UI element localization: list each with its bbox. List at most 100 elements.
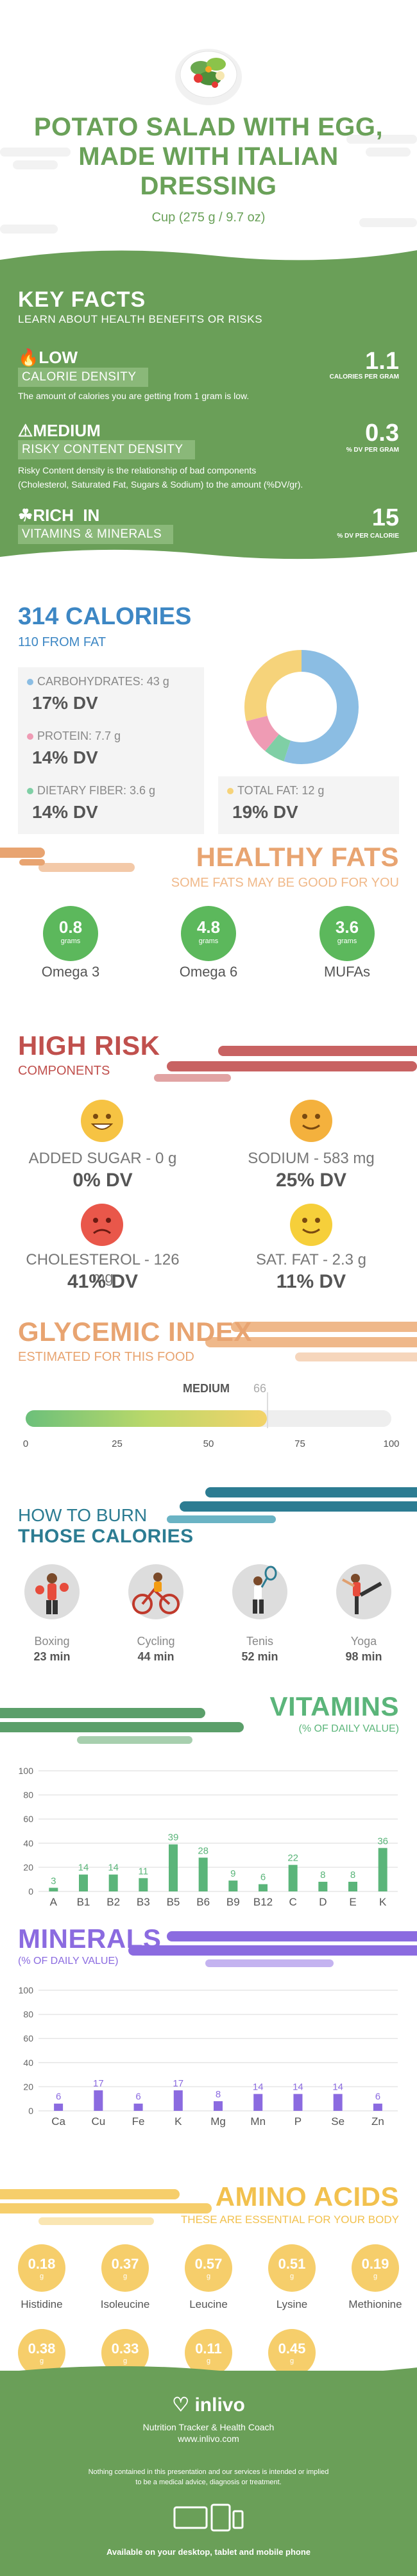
amino-label: Methionine <box>348 2298 402 2310</box>
bar-A <box>49 1888 58 1891</box>
sodium-label: SODIUM - 583 mg <box>248 1150 375 1167</box>
key-facts-wave-bottom <box>0 545 417 559</box>
calorie-density-tag: CALORIE DENSITY <box>18 368 148 387</box>
vitamins-bar-chart: 0 20 40 60 80 100 3 A 14 B1 14 B2 11 B3 39 B5 28 B6 9 B9 6 B1… <box>19 1766 398 1908</box>
bar-Mn <box>253 2094 263 2111</box>
x-tick-label: P <box>294 2115 302 2128</box>
high-risk-title: HIGH RISK <box>18 1030 160 1061</box>
devices-icon <box>173 2503 244 2532</box>
calorie-density-unit: CALORIES PER GRAM <box>329 373 399 380</box>
bar-B1 <box>79 1874 88 1891</box>
sat-fat-label: SAT. FAT - 2.3 g <box>255 1251 367 1268</box>
bar-Ca <box>54 2103 64 2111</box>
calories-donut-chart <box>244 650 359 764</box>
x-tick-label: B9 <box>226 1896 240 1908</box>
macro-carbs: CARBOHYDRATES: 43 g 17% DV <box>18 667 204 725</box>
glycemic-value: 66 <box>253 1382 267 1395</box>
smile-face-icon <box>290 1100 332 1142</box>
burn-title-1: HOW TO BURN <box>18 1505 148 1525</box>
omega6-circle: 4.8 grams <box>181 906 236 961</box>
minerals-bar-chart: 0 20 40 60 80 100 6 Ca 17 Cu 6 Fe 17 K 8 Mg 14 Mn 14 P 14 Se 6… <box>19 1985 398 2128</box>
footer-site[interactable]: www.inlivo.com <box>178 2434 239 2444</box>
glycemic-level: MEDIUM <box>183 1382 230 1395</box>
cholesterol-label: CHOLESTEROL - 126 mg <box>26 1251 180 1286</box>
x-tick-label: D <box>319 1896 327 1908</box>
glycemic-fill <box>26 1410 268 1427</box>
bar-value-label: 8 <box>216 2089 221 2100</box>
bar-value-label: 14 <box>293 2082 303 2093</box>
glycemic-tick: 50 <box>203 1438 214 1449</box>
cholesterol-dv: 41% DV <box>67 1271 139 1292</box>
burn-decor <box>167 1487 417 1523</box>
bar-value-label: 8 <box>350 1870 355 1881</box>
bar-value-label: 17 <box>173 2078 183 2089</box>
added-sugar-dv: 0% DV <box>72 1170 133 1191</box>
y-tick-label: 0 <box>28 1886 33 1897</box>
y-tick-label: 20 <box>23 2081 33 2092</box>
vitamins-density-value: 15 <box>371 504 399 531</box>
amino-label: Lysine <box>276 2298 308 2310</box>
bar-value-label: 14 <box>253 2082 264 2093</box>
healthy-fats-decor <box>0 848 135 872</box>
yoga-icon <box>336 1564 391 1619</box>
key-facts-title: KEY FACTS <box>18 287 146 312</box>
y-tick-label: 80 <box>23 1790 33 1800</box>
bar-Mg <box>214 2101 223 2111</box>
risky-density-unit: % DV PER GRAM <box>346 447 399 454</box>
vitamins-density-level: ☘RICH IN <box>18 506 100 525</box>
sad-face-icon <box>81 1204 123 1246</box>
bar-Cu <box>94 2090 103 2111</box>
footer-available: Available on your desktop, tablet and mo… <box>106 2547 311 2557</box>
calorie-density-level: 🔥LOW <box>18 348 78 367</box>
amino-circle: 0.11 g <box>185 2329 232 2376</box>
glycemic-decor <box>205 1322 417 1361</box>
calories-title: 314 CALORIES <box>18 603 192 630</box>
minerals-subtitle: (% OF DAILY VALUE) <box>18 1956 119 1966</box>
mufas-label: MUFAs <box>323 964 371 980</box>
y-tick-label: 40 <box>23 2058 33 2068</box>
boxing-minutes: 23 min <box>33 1650 71 1663</box>
risky-density-value: 0.3 <box>365 420 399 447</box>
healthy-fats-subtitle: SOME FATS MAY BE GOOD FOR YOU <box>171 876 399 890</box>
amino-grid: 0.18 g Histidine 0.37 g Isoleucine 0.57 g Leucin… <box>0 2239 417 2395</box>
calories-from-fat: 110 FROM FAT <box>18 635 106 649</box>
glycemic-tick: 25 <box>112 1438 123 1449</box>
bar-value-label: 22 <box>287 1853 298 1864</box>
leaf-icon: ☘ <box>18 506 33 525</box>
y-tick-label: 0 <box>28 2106 33 2116</box>
y-tick-label: 20 <box>23 1862 33 1872</box>
x-tick-label: Se <box>331 2115 345 2128</box>
x-tick-label: C <box>289 1896 297 1908</box>
amino-decor <box>0 2189 212 2225</box>
healthy-fats-title: HEALTHY FATS <box>196 842 399 872</box>
carbs-dot <box>27 679 33 685</box>
bar-D <box>318 1881 328 1891</box>
bar-value-label: 14 <box>332 2082 343 2093</box>
omega6-label: Omega 6 <box>179 964 238 980</box>
bar-value-label: 14 <box>78 1863 89 1873</box>
burn-title-2: THOSE CALORIES <box>18 1526 194 1547</box>
bar-E <box>348 1881 357 1891</box>
bar-value-label: 6 <box>260 1872 266 1883</box>
calorie-density-desc: The amount of calories you are getting f… <box>18 391 250 401</box>
x-tick-label: K <box>174 2115 182 2128</box>
glycemic-marker <box>267 1392 269 1428</box>
y-tick-label: 100 <box>19 1766 34 1776</box>
key-facts-subtitle: LEARN ABOUT HEALTH BENEFITS OR RISKS <box>18 313 263 325</box>
yoga-minutes: 98 min <box>345 1650 382 1663</box>
heart-icon: ♡ <box>172 2394 190 2416</box>
boxing-icon <box>24 1564 80 1619</box>
amino-circle: 0.19 g <box>352 2244 399 2292</box>
vitamins-decor <box>0 1708 244 1744</box>
macro-fat: TOTAL FAT: 12 g 19% DV <box>218 776 399 834</box>
bar-value-label: 6 <box>375 2092 380 2103</box>
bar-B5 <box>169 1844 178 1891</box>
cycling-icon <box>128 1564 183 1619</box>
bar-value-label: 6 <box>56 2092 61 2103</box>
cycling-minutes: 44 min <box>137 1650 174 1663</box>
vitamins-subtitle: (% OF DAILY VALUE) <box>298 1723 399 1734</box>
x-tick-label: A <box>50 1896 58 1908</box>
smile-face-icon <box>290 1204 332 1246</box>
glycemic-axis: 0 25 50 75 100 <box>23 1438 400 1451</box>
added-sugar-label: ADDED SUGAR - 0 g <box>28 1150 177 1167</box>
